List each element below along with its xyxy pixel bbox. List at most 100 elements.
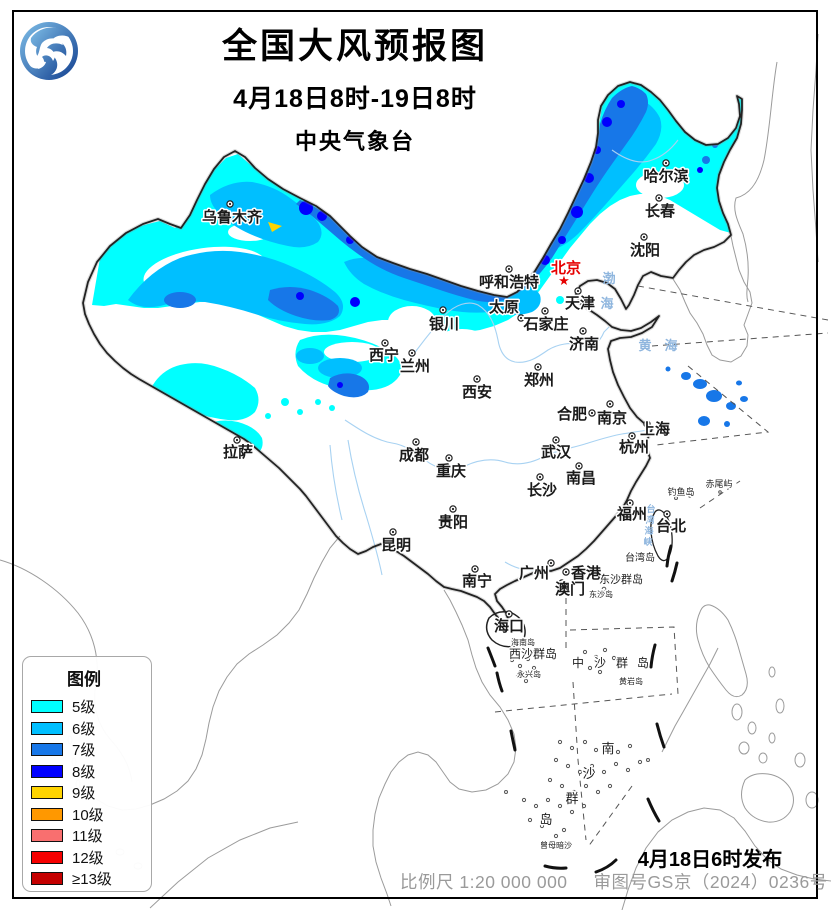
legend-box: 图例 5级 6级 7级 8级 9级 10级 11级 12级 ≥13级 <box>22 656 152 892</box>
island-label: 曾母暗沙 <box>540 840 572 850</box>
city-label: 海口 <box>494 617 524 635</box>
city-dot-center <box>628 501 632 505</box>
city-dot-center <box>543 309 547 313</box>
scale-label: 比例尺 1:20 000 000 <box>400 872 568 892</box>
legend-label: 12级 <box>72 849 104 867</box>
legend-row: 10级 <box>31 804 151 826</box>
legend-swatch <box>31 743 63 757</box>
legend-row: 12级 <box>31 847 151 869</box>
city-label: 南京 <box>597 409 627 427</box>
wind-level9-spot <box>268 222 282 232</box>
sea-label: 海 <box>644 525 653 536</box>
city-label: 哈尔滨 <box>643 167 688 185</box>
legend-label: 8级 <box>72 763 96 781</box>
city-label: 澳门 <box>555 580 585 598</box>
island-label: 东沙岛 <box>589 589 613 599</box>
city-label: 成都 <box>399 446 429 464</box>
page-title: 全国大风预报图 <box>221 27 488 66</box>
city-dot-center <box>664 161 668 165</box>
city-label: 杭州 <box>619 438 649 456</box>
wind-level7-sea-patches <box>665 366 748 427</box>
footer-meta: 比例尺 1:20 000 000 审图号GS京（2024）0236号 <box>400 869 827 894</box>
city-label: 贵阳 <box>438 513 468 531</box>
legend-label: 5级 <box>72 699 96 717</box>
island-label: 沙 <box>594 656 606 670</box>
city-label: 长沙 <box>527 481 557 499</box>
legend-swatch <box>31 721 63 735</box>
legend-row: ≥13级 <box>31 868 151 890</box>
legend-row: 11级 <box>31 825 151 847</box>
city-label: 银川 <box>429 315 459 333</box>
legend-label: 9级 <box>72 785 96 803</box>
city-dot-center <box>451 507 455 511</box>
island-label: 中 <box>572 655 584 670</box>
nine-dash-line <box>486 544 679 874</box>
city-label: 石家庄 <box>522 315 568 333</box>
city-dot-center <box>519 316 523 320</box>
city-dot-center <box>507 267 511 271</box>
city-label: 昆明 <box>381 537 411 554</box>
city-dot-center <box>576 289 580 293</box>
city-label: 广州 <box>519 564 549 582</box>
city-label: 武汉 <box>541 443 572 461</box>
city-dot-center <box>581 329 585 333</box>
city-dot-center <box>235 438 239 442</box>
valid-period: 4月18日8时-19日8时 <box>233 84 477 113</box>
city-label: 西安 <box>462 383 492 401</box>
sea-label: 峡 <box>643 536 653 547</box>
island-label: 岛 <box>539 812 552 827</box>
city-dot-center <box>645 422 649 426</box>
city-dot-center <box>577 464 581 468</box>
city-dot-center <box>642 235 646 239</box>
legend-swatch <box>31 807 63 821</box>
city-label: 长春 <box>645 202 675 220</box>
city-label: 重庆 <box>436 462 466 480</box>
city-dot-center <box>441 308 445 312</box>
city-label: 合肥 <box>556 405 587 423</box>
approval-number: 审图号GS京（2024）0236号 <box>593 872 828 892</box>
island-label: 永兴岛 <box>517 669 541 679</box>
city-label: 南昌 <box>566 469 596 487</box>
city-label: 兰州 <box>400 357 430 375</box>
maritime-boundaries <box>494 285 829 848</box>
island-label: 钓鱼岛 <box>667 486 694 497</box>
legend-label: 10级 <box>72 806 104 824</box>
sea-label: 海 <box>600 296 613 311</box>
legend-row: 5级 <box>31 696 151 718</box>
city-dot-center <box>473 567 477 571</box>
city-dot-center <box>665 512 669 516</box>
small-islands <box>504 490 722 839</box>
city-dot-center <box>383 341 387 345</box>
city-dot-center <box>560 581 564 585</box>
city-dot-center <box>475 377 479 381</box>
legend-row: 7级 <box>31 739 151 761</box>
capital-label: 北京 <box>551 259 581 277</box>
city-label: 郑州 <box>524 371 554 389</box>
legend-row: 6级 <box>31 718 151 740</box>
header: 全国大风预报图 4月18日8时-19日8时 中央气象台 <box>150 27 560 156</box>
legend-label: 11级 <box>72 828 103 846</box>
island-label: 南 <box>601 741 614 756</box>
city-label: 太原 <box>489 298 519 316</box>
city-dot-center <box>549 561 553 565</box>
sea-label: 黄 <box>638 338 651 353</box>
island-label: 黄岩岛 <box>619 676 643 686</box>
island-label: 沙 <box>582 766 595 781</box>
city-label: 拉萨 <box>223 443 253 461</box>
capital-star-icon: ★ <box>558 273 570 288</box>
city-dot-center <box>554 438 558 442</box>
sea-label: 台 <box>646 503 655 514</box>
city-dot-center <box>564 570 568 574</box>
city-dot-center <box>391 530 395 534</box>
city-dot-center <box>590 411 594 415</box>
city-label: 福州 <box>616 505 647 523</box>
rivers <box>329 139 679 576</box>
agency-name: 中央气象台 <box>294 128 415 154</box>
legend-swatch <box>31 764 63 778</box>
city-dot-center <box>414 440 418 444</box>
legend-items: 5级 6级 7级 8级 9级 10级 11级 12级 ≥13级 <box>31 696 151 890</box>
island-label: 岛 <box>637 655 649 670</box>
